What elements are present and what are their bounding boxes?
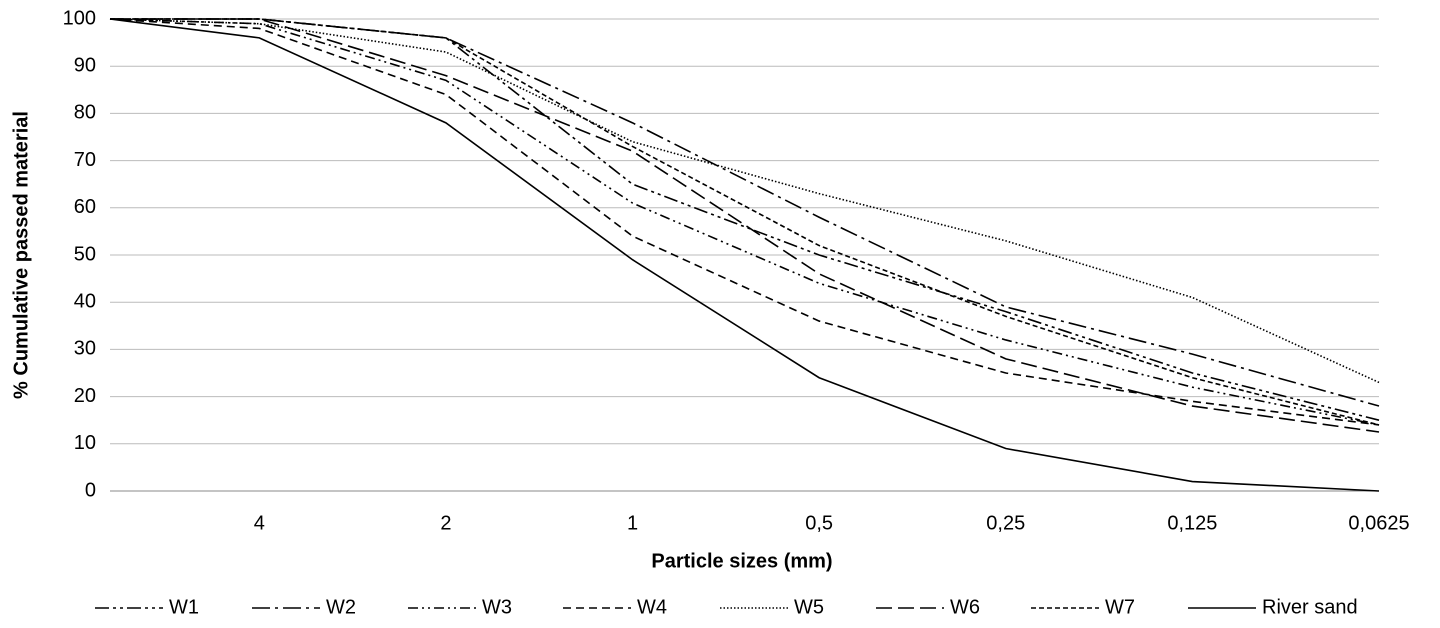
legend-label: W5	[794, 596, 824, 618]
y-tick-label: 90	[74, 54, 96, 76]
x-tick-label: 0,0625	[1348, 512, 1409, 534]
series-line	[109, 18, 1380, 492]
x-tick-label: 4	[254, 512, 265, 534]
y-tick-label: 70	[74, 149, 96, 171]
legend-label: W1	[169, 596, 199, 618]
series-line	[110, 18, 1380, 426]
x-axis-title: Particle sizes (mm)	[651, 550, 832, 572]
legend-label: River sand	[1262, 596, 1358, 618]
y-tick-label: 100	[63, 7, 96, 29]
series-line	[110, 18, 1380, 433]
series-line	[109, 18, 1380, 426]
y-axis-title: % Cumulative passed material	[10, 111, 32, 399]
legend-label: W3	[482, 596, 512, 618]
series-line	[110, 18, 1380, 421]
legend-label: W7	[1105, 596, 1135, 618]
legend-label: W4	[637, 596, 667, 618]
y-tick-label: 30	[74, 338, 96, 360]
x-tick-label: 0,25	[986, 512, 1025, 534]
legend-label: W2	[326, 596, 356, 618]
legend-label: W6	[950, 596, 980, 618]
y-tick-label: 50	[74, 243, 96, 265]
y-tick-label: 0	[85, 479, 96, 501]
y-tick-label: 60	[74, 196, 96, 218]
x-tick-label: 2	[440, 512, 451, 534]
y-tick-label: 20	[74, 385, 96, 407]
y-tick-label: 80	[74, 102, 96, 124]
x-tick-label: 1	[627, 512, 638, 534]
x-tick-label: 0,5	[805, 512, 833, 534]
series-line	[109, 18, 1380, 426]
y-tick-label: 10	[74, 432, 96, 454]
series-line	[110, 18, 1380, 407]
series-line	[109, 18, 1380, 384]
y-tick-label: 40	[74, 290, 96, 312]
x-tick-label: 0,125	[1167, 512, 1217, 534]
